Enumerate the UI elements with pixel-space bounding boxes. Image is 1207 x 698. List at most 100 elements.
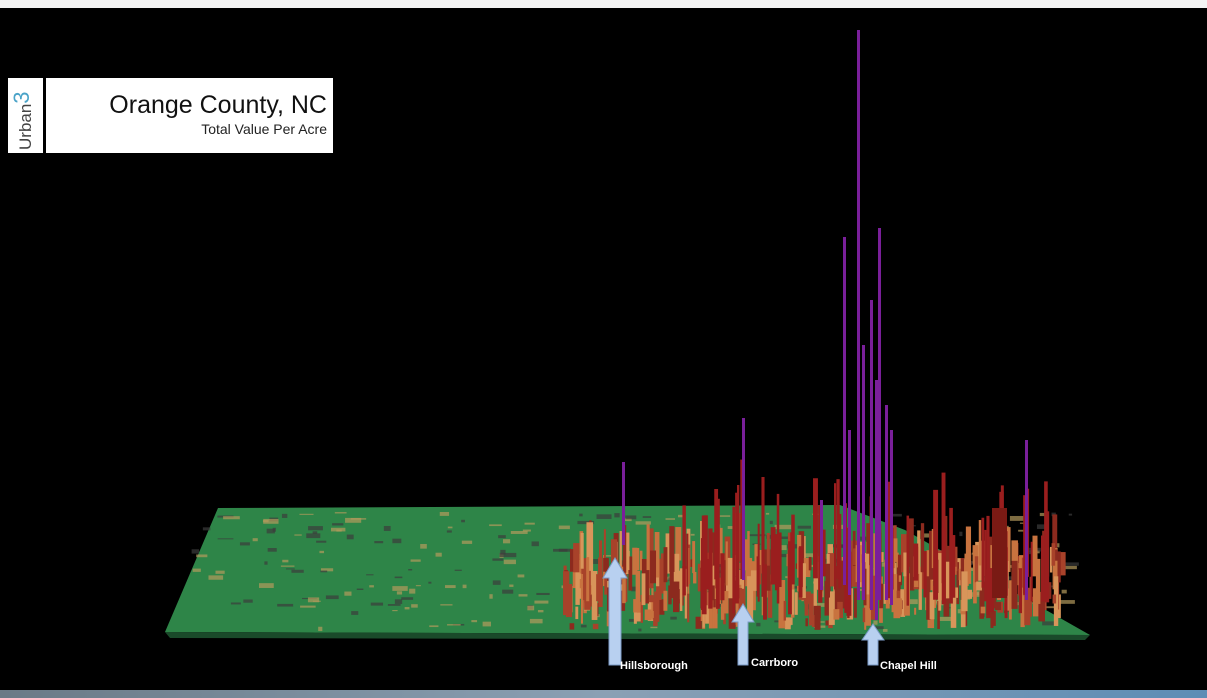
terrain-patch (429, 625, 438, 627)
spike (878, 228, 881, 600)
terrain-patch (447, 624, 461, 625)
terrain-patch (294, 534, 301, 535)
terrain-patch (223, 516, 240, 519)
terrain-patch (625, 515, 636, 519)
spike (581, 574, 583, 624)
terrain-patch (263, 519, 278, 524)
spike (622, 579, 626, 603)
spike (961, 571, 967, 611)
terrain-patch (366, 574, 373, 575)
terrain-patch (511, 531, 528, 534)
terrain-patch (215, 571, 224, 574)
spike (907, 516, 910, 606)
terrain-patch (525, 523, 535, 525)
terrain-patch (448, 527, 453, 529)
terrain-patch (938, 617, 952, 621)
spike (680, 568, 682, 611)
terrain-patch (208, 575, 223, 579)
terrain-patch (318, 627, 322, 631)
terrain-patch (281, 566, 295, 567)
spike (992, 508, 1007, 598)
terrain-patch (445, 585, 456, 588)
logo-mark: 3 (9, 91, 34, 103)
spike (827, 554, 830, 565)
spike (673, 582, 679, 613)
spike (784, 601, 786, 621)
spike (805, 618, 807, 626)
terrain-patch (493, 580, 501, 584)
terrain-patch (308, 526, 323, 530)
terrain-patch (643, 516, 651, 518)
terrain-patch (374, 541, 383, 543)
terrain-patch (597, 514, 612, 519)
terrain-patch (268, 548, 277, 552)
spike (795, 592, 798, 615)
terrain-patch (774, 620, 778, 622)
terrain-patch (471, 620, 477, 622)
spike (834, 483, 836, 589)
terrain-patch (1069, 514, 1072, 516)
spike (604, 576, 607, 595)
spike (1036, 559, 1040, 604)
logo-word: Urban (16, 104, 35, 150)
spike (854, 588, 857, 618)
terrain-patch (299, 514, 313, 515)
terrain-patch (384, 526, 391, 531)
spike (813, 478, 818, 578)
terrain-patch (416, 585, 421, 586)
terrain-patch (504, 560, 516, 564)
spike (663, 591, 667, 611)
terrain-patch (461, 520, 465, 522)
terrain-patch (331, 528, 345, 532)
terrain-patch (719, 515, 731, 517)
terrain-patch (351, 518, 366, 520)
terrain-patch (347, 535, 354, 540)
terrain-patch (409, 589, 415, 594)
terrain-patch (440, 512, 449, 516)
terrain-patch (395, 599, 402, 604)
spike (843, 237, 846, 585)
spike (664, 547, 668, 582)
spike (979, 520, 981, 565)
spike (670, 569, 674, 599)
spike (923, 551, 926, 597)
terrain-patch (509, 585, 513, 587)
terrain-patch (650, 627, 657, 628)
place-label: Carrboro (751, 657, 798, 669)
spike (809, 557, 812, 570)
spike (692, 541, 695, 573)
spike (838, 514, 841, 588)
spike (790, 532, 794, 575)
spike (986, 516, 989, 615)
terrain-patch (492, 558, 503, 560)
terrain-patch (579, 514, 582, 517)
spike (563, 571, 569, 615)
spike (933, 490, 938, 600)
spike (857, 30, 860, 600)
terrain-patch (614, 513, 619, 517)
terrain-patch (440, 604, 452, 605)
spike (633, 599, 638, 612)
spike (875, 380, 878, 620)
terrain-patch (873, 620, 877, 624)
spike (1045, 511, 1050, 602)
logo-box: Urban3 Orange County, NC Total Value Per… (8, 78, 333, 153)
terrain-patch (344, 592, 351, 596)
spike (1023, 495, 1025, 595)
terrain-patch (489, 524, 502, 526)
spike (573, 543, 579, 572)
terrain-patch (559, 526, 570, 530)
place-label: Hillsborough (620, 660, 688, 672)
terrain-patch (455, 570, 462, 571)
terrain-patch (277, 604, 293, 607)
terrain-patch (502, 590, 513, 594)
terrain-patch (306, 533, 320, 538)
terrain-patch (408, 569, 412, 570)
terrain-patch (1062, 590, 1067, 594)
spike (687, 592, 689, 623)
terrain-patch (428, 582, 431, 584)
terrain-patch (335, 512, 347, 513)
terrain-patch (436, 553, 442, 557)
terrain-patch (264, 561, 267, 564)
page: Urban3 Orange County, NC Total Value Per… (0, 0, 1207, 698)
